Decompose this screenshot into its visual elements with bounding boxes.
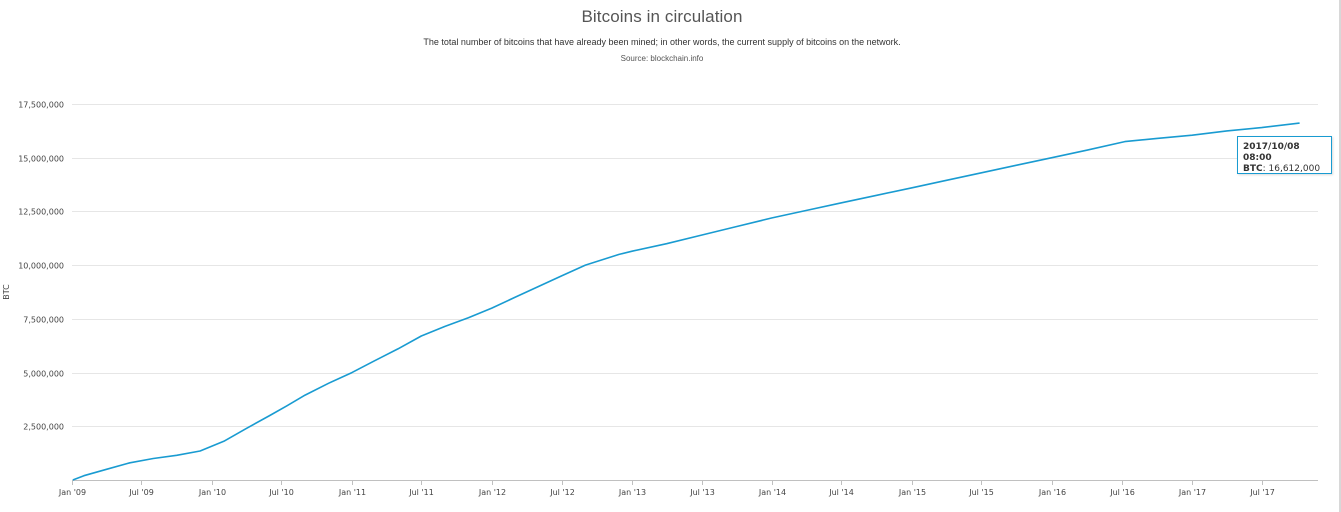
data-tooltip: 2017/10/08 08:00 BTC: 16,612,000 (1237, 136, 1332, 174)
x-tick-label: Jul '12 (549, 488, 575, 497)
series-line-btc[interactable] (72, 122, 1300, 481)
y-axis-tick-labels: 2,500,000 5,000,000 7,500,000 10,000,000 12,… (18, 101, 64, 432)
scrollbar[interactable] (1339, 0, 1341, 512)
chart-source: Source: blockchain.info (620, 54, 704, 63)
y-axis-title: BTC (2, 284, 11, 300)
tooltip-value-row: BTC: 16,612,000 (1243, 164, 1331, 175)
x-tick-label: Jul '09 (128, 488, 154, 497)
y-tick-label: 2,500,000 (23, 423, 64, 432)
y-tick-label: 17,500,000 (18, 101, 64, 110)
tooltip-date: 2017/10/08 08:00 (1243, 142, 1300, 163)
tooltip-separator: : (1262, 164, 1269, 174)
tooltip-series-key: BTC (1243, 164, 1263, 174)
x-axis-tick-labels: Jan '09 Jul '09 Jan '10 Jul '10 Jan '11 Jul '… (58, 488, 1275, 497)
x-tick-label: Jan '15 (898, 488, 926, 497)
tooltip-value: 16,612,000 (1268, 164, 1321, 174)
x-tick-label: Jan '17 (1178, 488, 1206, 497)
chart-title: Bitcoins in circulation (581, 7, 743, 26)
x-tick-label: Jan '10 (198, 488, 226, 497)
chart-subtitle: The total number of bitcoins that have a… (423, 37, 901, 47)
y-tick-label: 7,500,000 (23, 316, 64, 325)
x-tick-label: Jul '16 (1109, 488, 1135, 497)
grid-lines (72, 104, 1318, 427)
x-tick-label: Jul '10 (268, 488, 294, 497)
x-tick-label: Jul '13 (689, 488, 715, 497)
x-tick-label: Jan '09 (58, 488, 86, 497)
x-tick-label: Jul '17 (1249, 488, 1275, 497)
y-tick-label: 12,500,000 (18, 208, 64, 217)
x-tick-label: Jan '16 (1038, 488, 1066, 497)
x-tick-label: Jul '11 (408, 488, 434, 497)
y-tick-label: 5,000,000 (23, 370, 64, 379)
x-tick-label: Jan '11 (338, 488, 366, 497)
x-tick-label: Jul '14 (828, 488, 854, 497)
x-tick-label: Jul '15 (968, 488, 994, 497)
x-tick-label: Jan '12 (478, 488, 506, 497)
y-tick-label: 10,000,000 (18, 262, 64, 271)
y-tick-label: 15,000,000 (18, 155, 64, 164)
x-tick-label: Jan '13 (618, 488, 646, 497)
x-tick-label: Jan '14 (758, 488, 786, 497)
